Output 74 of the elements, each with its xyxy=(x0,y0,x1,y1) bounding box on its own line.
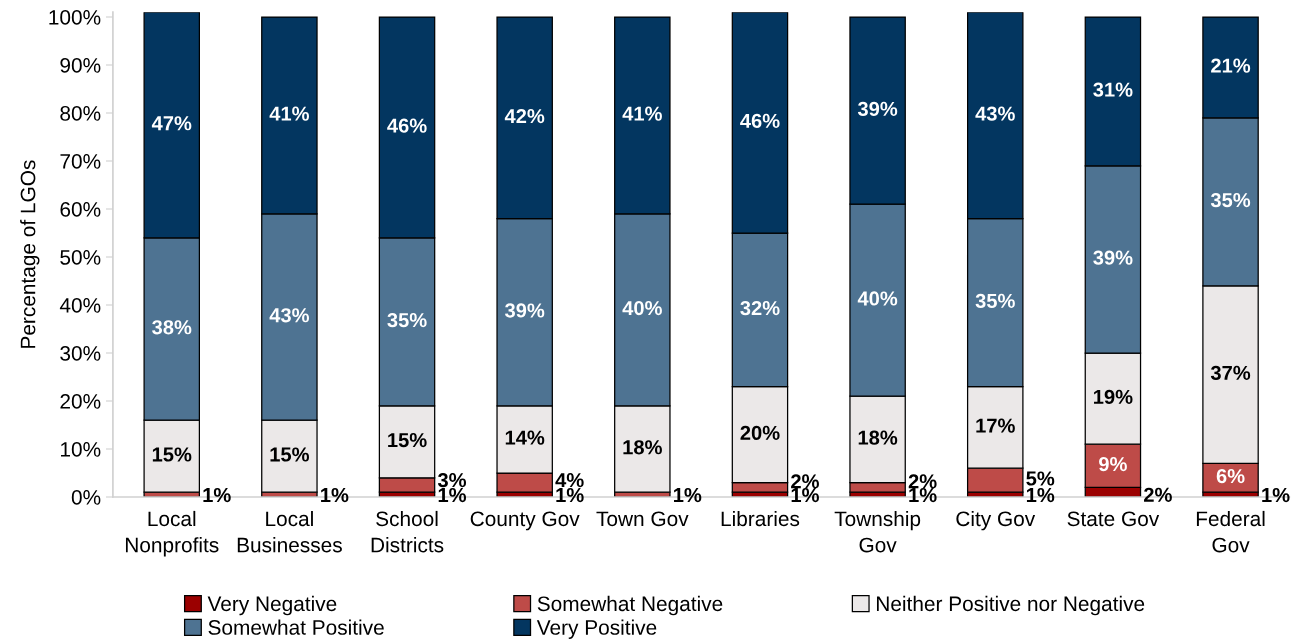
data-label: 17% xyxy=(976,418,1015,433)
x-tick-label: City Gov xyxy=(956,510,1036,531)
data-label: 1% xyxy=(909,487,937,503)
data-label: 39% xyxy=(504,303,545,318)
x-tick-label: Local Businesses xyxy=(237,510,342,553)
data-label: 1% xyxy=(438,487,467,503)
data-label: 5% xyxy=(1026,471,1055,486)
x-tick-label: Libraries xyxy=(721,510,800,527)
y-tick-label: 20% xyxy=(60,394,101,409)
data-label: 2% xyxy=(791,474,819,489)
legend-label: Somewhat Positive xyxy=(208,619,384,635)
data-label: 1% xyxy=(556,487,584,503)
data-label: 3% xyxy=(437,473,467,488)
data-label: 15% xyxy=(152,447,192,462)
data-label: 20% xyxy=(740,425,780,441)
data-label: 46% xyxy=(740,113,780,129)
data-label: 1% xyxy=(791,487,819,503)
data-label: 1% xyxy=(203,487,231,503)
x-tick-label: State Gov xyxy=(1067,511,1160,527)
y-tick-label: 90% xyxy=(60,58,101,73)
data-label: 40% xyxy=(857,291,898,306)
data-label: 1% xyxy=(1026,487,1055,503)
y-tick-label: 0% xyxy=(71,490,101,505)
data-label: 41% xyxy=(622,106,662,121)
data-label: 15% xyxy=(270,447,310,462)
data-label: 2% xyxy=(1144,487,1172,502)
x-tick-label: Township Gov xyxy=(834,510,921,553)
x-tick-label: School Districts xyxy=(371,510,444,553)
data-label: 18% xyxy=(858,430,898,445)
data-label: 1% xyxy=(321,487,349,503)
y-tick-label: 50% xyxy=(60,250,101,265)
y-axis-title: Percentage of LGOs xyxy=(20,160,40,348)
data-label: 38% xyxy=(152,320,192,335)
data-label: 4% xyxy=(555,473,584,488)
data-label: 43% xyxy=(975,106,1015,121)
data-label: 32% xyxy=(740,300,780,316)
x-tick-label: Federal Gov xyxy=(1196,510,1265,553)
data-label: 41% xyxy=(269,106,310,121)
data-label: 35% xyxy=(387,312,427,328)
data-label: 2% xyxy=(908,474,937,489)
data-label: 37% xyxy=(1210,365,1251,381)
legend-label: Very Negative xyxy=(207,595,337,616)
data-label: 42% xyxy=(504,108,545,124)
data-label: 19% xyxy=(1094,389,1133,405)
data-label: 40% xyxy=(622,300,662,316)
y-tick-label: 10% xyxy=(61,442,101,457)
legend-label: Somewhat Negative xyxy=(537,595,723,616)
data-label: 21% xyxy=(1211,58,1251,73)
data-label: 31% xyxy=(1093,82,1133,97)
data-label: 6% xyxy=(1216,468,1245,484)
y-tick-label: 60% xyxy=(60,202,101,217)
y-tick-label: 70% xyxy=(60,154,101,169)
x-tick-label: County Gov xyxy=(470,511,580,531)
data-label: 39% xyxy=(857,101,898,117)
legend-label: Very Positive xyxy=(536,619,657,639)
x-tick-label: Local Nonprofits xyxy=(125,510,219,557)
data-label: 18% xyxy=(623,440,662,455)
data-label: 1% xyxy=(674,487,702,503)
data-label: 1% xyxy=(1262,487,1290,503)
y-tick-label: 100% xyxy=(49,10,101,25)
data-label: 9% xyxy=(1099,456,1127,472)
data-label: 14% xyxy=(505,430,545,445)
legend-label: Neither Positive nor Negative xyxy=(876,595,1145,616)
y-tick-label: 30% xyxy=(60,346,101,361)
data-label: 39% xyxy=(1093,250,1133,265)
data-label: 35% xyxy=(975,293,1015,309)
y-tick-label: 40% xyxy=(59,298,101,313)
data-label: 15% xyxy=(388,433,427,448)
data-label: 47% xyxy=(151,116,192,131)
data-label: 46% xyxy=(387,118,427,133)
data-label: 35% xyxy=(1210,192,1251,208)
x-tick-label: Town Gov xyxy=(596,511,689,527)
data-label: 43% xyxy=(269,308,310,323)
y-tick-label: 80% xyxy=(60,106,101,121)
